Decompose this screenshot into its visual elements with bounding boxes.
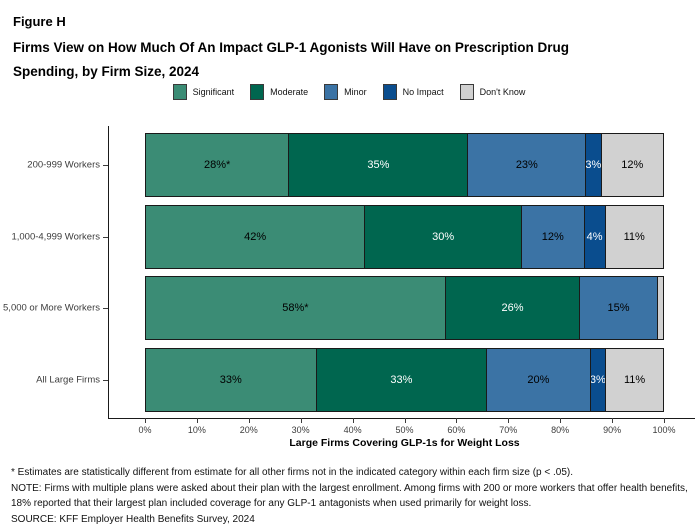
bar-row: 33% 33% 20% 3% 11% [145, 347, 664, 412]
footnote-source: SOURCE: KFF Employer Health Benefits Sur… [11, 513, 255, 525]
y-axis-tick [103, 308, 108, 309]
y-axis-label: 1,000-4,999 Workers [11, 231, 100, 242]
y-axis-label: 5,000 or More Workers [3, 302, 100, 314]
bar-segment-label: 11% [623, 230, 645, 243]
bar-segment-label: 3% [586, 159, 602, 171]
bar-segment-label: 28%* [204, 159, 231, 171]
bar-segment: 33% [316, 348, 488, 411]
x-axis-title: Large Firms Covering GLP-1s for Weight L… [289, 437, 520, 449]
legend-label: No Impact [402, 87, 444, 97]
bar-segment-label: 35% [367, 159, 390, 171]
x-axis-tick-label: 40% [343, 425, 362, 435]
legend-item: Don't Know [459, 84, 526, 100]
bar-segment: 15% [580, 277, 658, 339]
bar-segment-label: 15% [607, 302, 630, 314]
y-axis-label: All Large Firms [36, 374, 100, 385]
bar-segment-label: 12% [621, 159, 644, 171]
x-axis-tick [196, 418, 198, 423]
y-axis-tick [103, 379, 108, 381]
x-axis-tick-label: 70% [499, 425, 518, 435]
bar-segment: 3% [586, 134, 602, 196]
legend-label: Moderate [270, 87, 309, 97]
y-axis-tick [103, 236, 108, 238]
bar-segment: 12% [521, 205, 585, 268]
legend-item: Minor [324, 84, 367, 100]
bar-segment-label: 42% [244, 230, 267, 243]
bar-segment: 4% [584, 205, 606, 268]
bar-segment: 12% [601, 134, 663, 196]
legend-item: No Impact [382, 84, 444, 100]
bar-segment-label: 23% [515, 159, 538, 171]
legend-label: Minor [344, 87, 367, 97]
footnote-note: NOTE: Firms with multiple plans were ask… [11, 482, 688, 510]
footnotes: * Estimates are statistically different … [11, 465, 689, 525]
bar-segment-label: 4% [586, 230, 603, 243]
legend-swatch [250, 84, 265, 100]
bar-segment-label: 20% [527, 373, 550, 386]
bar-segment: 35% [289, 134, 469, 196]
bar-segment: 42% [146, 205, 366, 268]
bar-row: 28%* 35% 23% 3% 12% [145, 133, 664, 197]
legend: Significant Moderate Minor No Impact Don't K… [0, 84, 698, 100]
y-axis-label: 200-999 Workers [27, 159, 100, 171]
bar-segment-label: 12% [541, 230, 564, 243]
y-axis-line [108, 126, 109, 418]
legend-swatch [382, 84, 397, 100]
bar-segment: 23% [468, 134, 587, 196]
bar-segment-label: 3% [590, 373, 606, 386]
x-axis-tick [612, 418, 614, 423]
x-axis-tick [508, 418, 510, 423]
bar-segment: 3% [590, 348, 607, 411]
x-axis-tick [300, 418, 302, 423]
bar-segment: 11% [605, 205, 663, 268]
bar-row: 58%* 26% 15% [145, 276, 664, 340]
x-axis-tick-label: 100% [652, 425, 676, 435]
legend-item: Moderate [250, 84, 308, 100]
bar-segment-label: 33% [219, 373, 242, 386]
x-axis-tick-label: 80% [551, 425, 570, 435]
x-axis-tick-label: 0% [138, 425, 152, 435]
x-axis-tick [560, 418, 562, 423]
x-axis-tick-label: 30% [291, 425, 310, 435]
legend-swatch [459, 84, 474, 100]
bar-segment-label: 58%* [282, 302, 309, 314]
x-axis-line [108, 418, 695, 419]
bar-segment: 30% [365, 205, 522, 268]
bar-segment-label: 33% [390, 373, 413, 386]
legend-item: Significant [172, 84, 235, 100]
bar-segment-label: 11% [623, 373, 646, 386]
x-axis-tick [664, 418, 665, 423]
x-axis-tick [404, 418, 406, 423]
bar-segment-label: 26% [501, 302, 524, 314]
bar-row: 42% 30% 12% 4% 11% [145, 204, 664, 269]
chart-title: Firms View on How Much Of An Impact GLP-… [13, 40, 569, 79]
bar-segment: 58%* [146, 277, 446, 339]
x-axis-tick-label: 50% [395, 425, 414, 435]
bar-segment: 11% [606, 348, 663, 411]
legend-swatch [324, 84, 339, 100]
x-axis-tick [145, 418, 146, 423]
x-axis-tick [352, 418, 354, 423]
x-axis-tick-label: 20% [239, 425, 258, 435]
x-axis-tick-label: 60% [447, 425, 466, 435]
footnote-asterisk: * Estimates are statistically different … [11, 467, 573, 478]
x-axis-tick-label: 90% [603, 425, 622, 435]
legend-swatch [172, 84, 187, 100]
bar-segment-label: 30% [432, 230, 455, 243]
bar-segment: 20% [487, 348, 591, 411]
bar-segment [657, 277, 663, 339]
legend-label: Don't Know [479, 87, 526, 97]
bar-segment: 33% [146, 348, 317, 411]
x-axis-tick [456, 418, 458, 423]
x-axis-tick [248, 418, 250, 423]
x-axis-tick-label: 10% [187, 425, 206, 435]
figure-label: Figure H [13, 14, 66, 29]
bar-segment: 28%* [146, 134, 290, 196]
bar-segment: 26% [445, 277, 581, 339]
legend-label: Significant [192, 87, 235, 97]
y-axis-tick [103, 165, 108, 166]
